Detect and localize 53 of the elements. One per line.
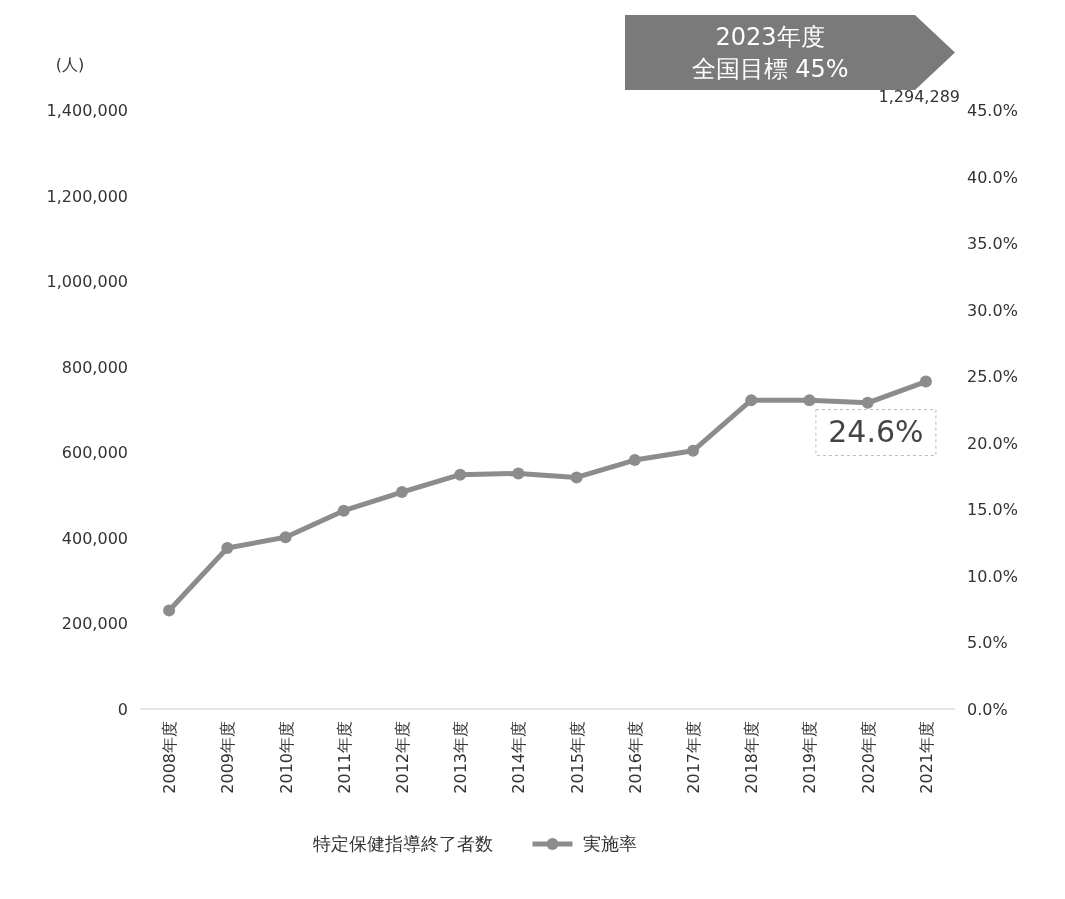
point: [337, 504, 350, 517]
text: 2023年度: [715, 23, 825, 51]
y2-tick-label: 10.0%: [967, 566, 1018, 586]
y2-tick-label: 5.0%: [967, 633, 1008, 653]
point: [221, 541, 234, 554]
y2-tick-label: 25.0%: [967, 367, 1018, 387]
point: [745, 394, 758, 407]
point: [803, 394, 816, 407]
y-tick-label: 1,000,000: [46, 272, 128, 292]
data-label: 24.6%: [828, 413, 924, 449]
x-tick-label: 2008年度: [160, 721, 180, 794]
y2-tick-label: 35.0%: [967, 234, 1018, 254]
text: 全国目標 45%: [691, 55, 849, 83]
y-tick-label: 400,000: [61, 528, 128, 548]
y-tick-label: 1,400,000: [46, 101, 128, 120]
y-tick-label: 600,000: [61, 443, 128, 463]
x-tick-label: 2013年度: [451, 721, 471, 794]
x-tick-label: 2011年度: [334, 721, 354, 794]
x-tick-label: 2021年度: [916, 721, 936, 794]
point: [163, 604, 176, 617]
x-tick-label: 2017年度: [684, 721, 704, 794]
point: [395, 486, 408, 499]
y2-tick-label: 0.0%: [967, 700, 1008, 719]
y2-tick-label: 40.0%: [967, 167, 1018, 187]
y2-tick-label: 30.0%: [967, 300, 1018, 320]
point: [512, 467, 525, 480]
legend-label: 実施率: [582, 833, 637, 854]
point: [570, 471, 583, 484]
point: [687, 444, 700, 457]
y2-tick-label: 15.0%: [967, 500, 1018, 520]
y2-tick-label: 45.0%: [967, 101, 1018, 120]
x-tick-label: 2020年度: [858, 721, 878, 794]
y2-tick-label: 20.0%: [967, 433, 1018, 453]
y-tick-label: 200,000: [61, 614, 128, 634]
x-tick-label: 2012年度: [392, 721, 412, 794]
text: 特定保健指導終了者数: [312, 833, 493, 854]
y-tick-label: 800,000: [61, 357, 128, 377]
point: [279, 531, 292, 544]
point: [861, 396, 874, 409]
y-tick-label: 1,200,000: [46, 186, 128, 206]
text: 1,294,289: [878, 87, 960, 106]
point: [919, 375, 932, 388]
x-tick-label: 2009年度: [218, 721, 238, 794]
y-axis-title: (人): [55, 55, 85, 74]
x-tick-label: 2015年度: [567, 721, 587, 794]
x-tick-label: 2016年度: [625, 721, 645, 794]
x-tick-label: 2014年度: [509, 721, 529, 794]
x-tick-label: 2019年度: [800, 721, 820, 794]
x-tick-label: 2010年度: [276, 721, 296, 794]
x-tick-label: 2018年度: [742, 721, 762, 794]
point: [454, 468, 467, 481]
point: [628, 454, 641, 467]
y-tick-label: 0: [117, 700, 128, 719]
